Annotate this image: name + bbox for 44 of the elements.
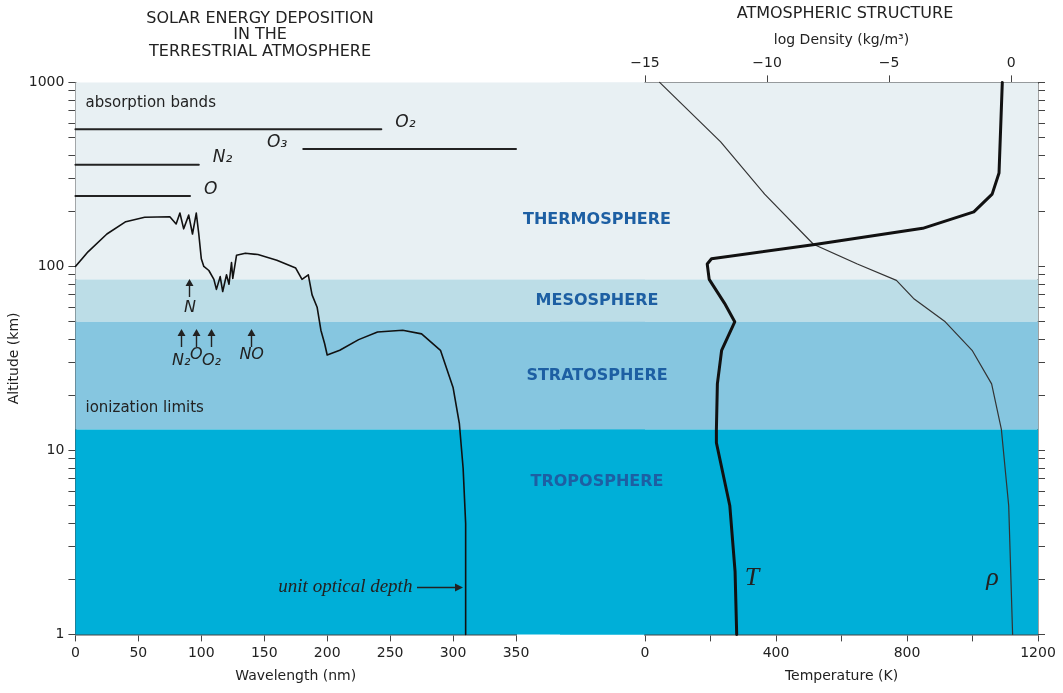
x-tick-label: 350 bbox=[502, 644, 530, 661]
annotation: NO bbox=[239, 343, 264, 363]
x-tick-label: 800 bbox=[893, 644, 921, 661]
x-tick-label: 200 bbox=[313, 644, 341, 661]
x-tick-label: 50 bbox=[129, 644, 148, 661]
band-label: MESOSPHERE bbox=[535, 289, 659, 309]
x2-tick-label: −10 bbox=[752, 53, 782, 70]
y-tick-label: 10 bbox=[46, 441, 65, 458]
series-label: O₃ bbox=[267, 130, 288, 151]
series-label: O bbox=[203, 177, 218, 198]
series-label: ρ bbox=[985, 562, 999, 592]
x-tick-label: 250 bbox=[376, 644, 404, 661]
x-tick-label: 100 bbox=[187, 644, 215, 661]
x-tick-label: 400 bbox=[762, 644, 790, 661]
annotation: O₂ bbox=[201, 349, 222, 369]
chart-title: SOLAR ENERGY DEPOSITION IN THE TERRESTRIAL ATMOSPHERE bbox=[146, 7, 374, 61]
annotation: unit optical depth bbox=[278, 575, 413, 597]
x-axis-title: Wavelength (nm) bbox=[235, 667, 357, 684]
x-tick-label: 0 bbox=[640, 644, 650, 661]
x-tick-label: 150 bbox=[250, 644, 278, 661]
y-axis-title: Altitude (km) bbox=[5, 312, 22, 405]
y-tick-label: 1000 bbox=[28, 73, 65, 90]
band-label: TROPOSPHERE bbox=[530, 470, 664, 490]
x2-tick-label: −5 bbox=[878, 53, 900, 70]
x2-tick-label: −15 bbox=[630, 53, 660, 70]
chart-title: ATMOSPHERIC STRUCTURE bbox=[736, 2, 954, 22]
annotation: absorption bands bbox=[85, 93, 217, 112]
x-tick-label: 1200 bbox=[1020, 644, 1056, 661]
y-tick-label: 100 bbox=[37, 257, 65, 274]
y-tick-label: 1 bbox=[55, 625, 65, 642]
band-label: STRATOSPHERE bbox=[526, 364, 668, 384]
annotation: O bbox=[189, 343, 203, 363]
series-label: N₂ bbox=[212, 146, 233, 167]
series-label: T bbox=[744, 562, 761, 592]
x-axis-title: Temperature (K) bbox=[783, 667, 899, 684]
annotation: N bbox=[183, 296, 196, 316]
x-tick-label: 300 bbox=[439, 644, 467, 661]
annotation: ionization limits bbox=[85, 397, 205, 416]
x2-axis-title: log Density (kg/m³) bbox=[773, 30, 910, 47]
band-label: THERMOSPHERE bbox=[523, 208, 671, 228]
x-tick-label: 0 bbox=[70, 644, 80, 661]
annotation: N₂ bbox=[171, 349, 191, 369]
series-label: O₂ bbox=[395, 110, 416, 131]
x2-tick-label: 0 bbox=[1006, 53, 1016, 70]
